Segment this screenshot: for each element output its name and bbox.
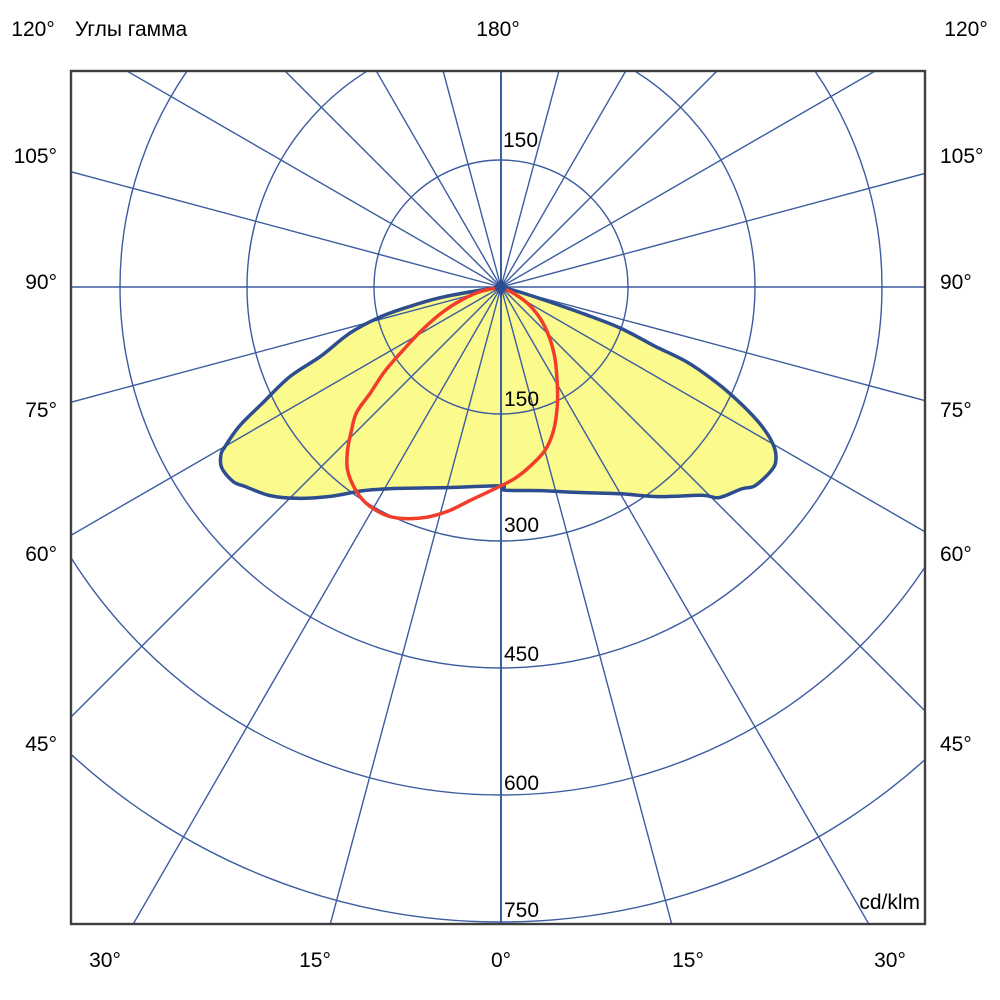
gamma-label-right: 60° [940,543,972,566]
unit-label: cd/klm [859,891,920,914]
transverse-curve [345,285,560,521]
intensity-circle [71,753,925,923]
gamma-ray [500,286,673,924]
gamma-label-right: 45° [940,733,972,756]
gamma-label-left: 105° [13,145,57,168]
gamma-ray [500,71,718,288]
gamma-label-right: 105° [940,145,984,168]
intensity-tick-label: 300 [504,514,540,537]
gamma-label-left: 90° [25,271,57,294]
intensity-circle [373,159,629,415]
lobe-outline [218,285,778,501]
gamma-label-top-left: 120° [11,18,55,41]
gamma-label-right: 75° [940,399,972,422]
gamma-label-top-center: 180° [476,18,520,41]
gamma-ray [329,286,502,924]
gamma-ray [500,286,870,924]
gamma-label-right: 90° [940,271,972,294]
gamma-ray [284,71,502,288]
gamma-ray [500,71,627,288]
lobe-fill [220,287,777,499]
gamma-label-left: 75° [25,399,57,422]
gamma-ray [500,286,925,402]
gamma-label-left: 45° [25,733,57,756]
intensity-circle [119,71,883,669]
intensity-circle [71,556,925,796]
pole-marker [494,279,508,296]
gamma-label-bottom: 15° [672,949,704,972]
intensity-tick-label: 450 [504,643,540,666]
gamma-label-bottom: 15° [299,949,331,972]
gamma-ray [500,71,560,288]
gamma-ray [500,286,925,712]
gamma-ray [125,71,502,288]
gamma-ray [442,71,502,288]
gamma-ray [71,286,502,403]
gamma-ray [71,286,502,537]
gamma-label-left: 60° [25,543,57,566]
intensity-tick-label: 750 [504,899,540,922]
chart-title: Углы гамма [75,18,188,41]
gamma-label-top-right: 120° [944,18,988,41]
gamma-label-bottom: 30° [89,949,121,972]
gamma-ray [375,71,502,288]
intensity-circle [246,71,756,542]
gamma-ray [132,286,502,924]
intensity-tick-label: 150 [504,388,540,411]
gamma-ray [500,172,925,288]
gamma-ray [500,286,925,533]
gamma-ray [71,171,502,288]
intensity-tick-label: 600 [504,772,540,795]
chart-frame [69,69,927,926]
gamma-label-bottom: 30° [874,949,906,972]
intensity-tick-label: 150 [503,129,539,152]
gamma-ray [500,71,877,288]
gamma-label-bottom: 0° [490,949,512,972]
